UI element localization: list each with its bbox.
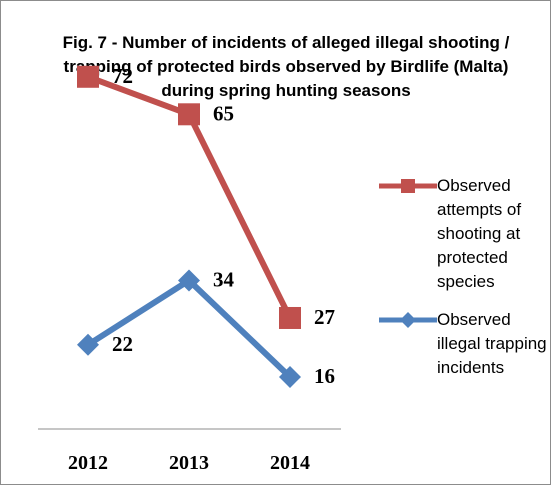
legend-key-1 [379, 179, 437, 193]
x-tick-label-2012: 2012 [68, 452, 108, 474]
data-point-s1-2012 [77, 65, 99, 88]
data-label-s2-2012: 22 [112, 332, 133, 356]
data-point-s1-2013 [178, 103, 200, 126]
x-tick-label-2014: 2014 [270, 452, 310, 474]
x-tick-label-2013: 2013 [169, 452, 209, 474]
data-point-s1-2014 [279, 306, 301, 329]
data-point-s2-2014 [279, 365, 301, 388]
data-label-s2-2014: 16 [314, 364, 335, 388]
data-label-s1-2014: 27 [314, 305, 335, 329]
data-label-s2-2013: 34 [213, 267, 235, 291]
series-line-2 [86, 277, 293, 380]
legend-entry-1: Observed attempts of shooting at protect… [379, 174, 549, 294]
legend-label-2: Observed illegal trapping incidents [437, 310, 547, 377]
data-label-s1-2012: 72 [112, 64, 133, 88]
legend: Observed attempts of shooting at protect… [379, 174, 549, 394]
data-label-s1-2013: 65 [213, 101, 234, 125]
chart-title: Fig. 7 - Number of incidents of alleged … [62, 33, 510, 100]
legend-entry-2: Observed illegal trapping incidents [379, 308, 549, 380]
legend-label-1: Observed attempts of shooting at protect… [437, 176, 522, 291]
legend-key-2 [379, 312, 437, 328]
data-point-s2-2013 [178, 269, 200, 292]
data-point-s2-2012 [77, 333, 99, 356]
